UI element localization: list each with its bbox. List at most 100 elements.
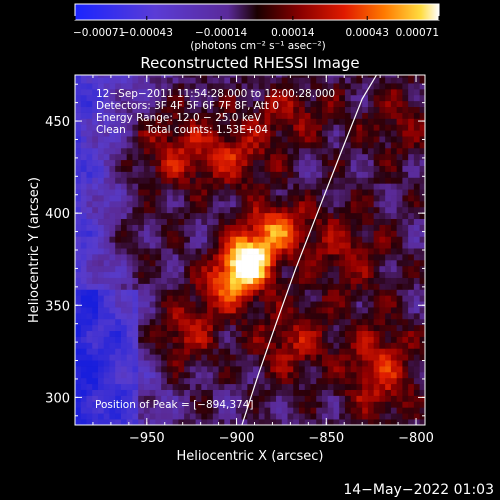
heatmap-cell (316, 348, 323, 355)
heatmap-cell (419, 401, 425, 408)
heatmap-cell (184, 360, 191, 367)
heatmap-cell (419, 259, 425, 267)
heatmap-cell (201, 224, 208, 231)
heatmap-cell (373, 171, 380, 178)
heatmap-cell (201, 195, 208, 202)
heatmap-cell (126, 330, 133, 337)
heatmap-cell (138, 248, 145, 255)
heatmap-cell (339, 419, 346, 425)
heatmap-cell (132, 212, 139, 220)
heatmap-cell (379, 342, 386, 349)
heatmap-cell (155, 159, 162, 166)
heatmap-cell (161, 159, 168, 166)
heatmap-cell (356, 336, 363, 343)
heatmap-cell (270, 236, 277, 243)
heatmap-cell (149, 271, 156, 278)
heatmap-cell (143, 254, 151, 261)
heatmap-cell (235, 201, 242, 208)
heatmap-cell (321, 342, 329, 349)
heatmap-cell (321, 106, 329, 113)
heatmap-cell (178, 242, 185, 249)
heatmap-cell (80, 118, 87, 125)
heatmap-cell (75, 94, 82, 102)
heatmap-cell (75, 171, 82, 178)
heatmap-cell (75, 277, 82, 284)
heatmap-cell (247, 218, 254, 225)
heatmap-cell (327, 218, 334, 225)
heatmap-cell (299, 224, 306, 231)
heatmap-cell (109, 277, 116, 284)
heatmap-cell (103, 336, 110, 343)
heatmap-cell (408, 159, 415, 166)
heatmap-cell (270, 136, 277, 143)
heatmap-cell (235, 354, 242, 361)
heatmap-cell (212, 189, 219, 196)
heatmap-cell (161, 224, 168, 231)
heatmap-cell (207, 142, 214, 149)
heatmap-cell (413, 354, 421, 361)
heatmap-cell (178, 100, 185, 108)
heatmap-cell (86, 313, 93, 320)
annotation-block: 12−Sep−2011 11:54:28.000 to 12:00:28.000… (95, 88, 335, 411)
heatmap-cell (143, 230, 151, 237)
heatmap-cell (253, 259, 260, 267)
heatmap-cell (149, 307, 156, 314)
heatmap-cell (333, 230, 340, 237)
heatmap-cell (97, 354, 105, 361)
heatmap-cell (362, 189, 369, 196)
heatmap-cell (316, 189, 323, 196)
heatmap-cell (276, 395, 283, 402)
heatmap-cell (402, 419, 409, 425)
heatmap-cell (333, 195, 340, 202)
heatmap-cell (109, 89, 116, 96)
heatmap-cell (143, 354, 151, 361)
heatmap-cell (149, 342, 156, 349)
heatmap-cell (103, 195, 110, 202)
heatmap-cell (321, 75, 329, 78)
heatmap-cell (115, 283, 122, 290)
heatmap-cell (80, 318, 87, 326)
heatmap-cell (310, 224, 317, 231)
heatmap-cell (161, 383, 168, 390)
heatmap-cell (293, 142, 300, 149)
heatmap-cell (86, 242, 93, 249)
heatmap-cell (115, 318, 122, 326)
heatmap-cell (201, 159, 208, 166)
heatmap-cell (373, 77, 380, 84)
heatmap-cell (212, 324, 219, 332)
heatmap-cell (247, 75, 254, 78)
heatmap-cell (195, 118, 202, 125)
heatmap-cell (253, 218, 260, 225)
heatmap-cell (224, 94, 231, 102)
heatmap-cell (178, 248, 185, 255)
heatmap-cell (396, 171, 403, 178)
heatmap-cell (195, 177, 202, 184)
heatmap-cell (270, 383, 277, 390)
heatmap-cell (419, 371, 425, 379)
heatmap-cell (316, 360, 323, 367)
heatmap-cell (344, 218, 352, 225)
heatmap-cell (80, 201, 87, 208)
heatmap-cell (230, 324, 237, 332)
heatmap-cell (379, 395, 386, 402)
heatmap-cell (304, 336, 311, 343)
heatmap-cell (80, 100, 87, 108)
heatmap-cell (333, 147, 340, 155)
heatmap-cell (402, 83, 409, 90)
heatmap-cell (247, 389, 254, 396)
heatmap-cell (253, 371, 260, 379)
heatmap-cell (344, 236, 352, 243)
heatmap-cell (103, 265, 110, 273)
heatmap-cell (207, 195, 214, 202)
heatmap-cell (80, 218, 87, 225)
heatmap-cell (339, 271, 346, 278)
heatmap-cell (189, 177, 197, 184)
heatmap-cell (327, 401, 334, 408)
heatmap-cell (270, 407, 277, 414)
heatmap-cell (281, 83, 288, 90)
heatmap-cell (385, 77, 392, 84)
heatmap-cell (321, 147, 329, 155)
heatmap-cell (155, 195, 162, 202)
heatmap-cell (80, 224, 87, 231)
heatmap-cell (270, 413, 277, 420)
